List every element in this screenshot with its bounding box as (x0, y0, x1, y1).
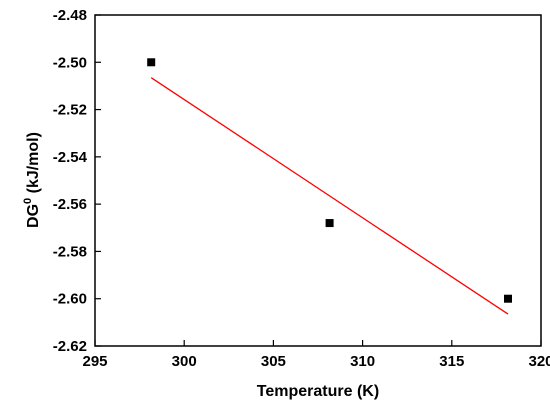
plot-frame (94, 14, 542, 347)
x-tick-label-2: 305 (261, 353, 286, 370)
series-layer (147, 58, 512, 315)
y-tick-label-1: -2.50 (53, 54, 87, 71)
data-point-2 (503, 294, 512, 303)
y-axis-title-superscript: 0 (22, 198, 34, 204)
x-tick-label-0: 295 (82, 353, 107, 370)
x-axis-ticks: 295 300 305 310 315 320 (82, 340, 550, 370)
y-tick-label-6: -2.60 (53, 291, 87, 308)
y-axis-title: DG0 (kJ/mol) (22, 132, 42, 228)
y-tick-label-7: -2.62 (53, 338, 87, 355)
x-tick-label-3: 310 (350, 353, 375, 370)
y-axis-title-main: DG (25, 204, 42, 228)
x-tick-label-1: 300 (172, 353, 197, 370)
data-point-0 (147, 58, 156, 67)
x-tick-label-5: 320 (528, 353, 550, 370)
x-axis-title: Temperature (K) (257, 383, 379, 400)
fit-line (150, 77, 509, 315)
x-tick-label-4: 315 (439, 353, 464, 370)
data-point-1 (325, 219, 334, 228)
y-tick-label-3: -2.54 (53, 149, 88, 166)
y-tick-label-2: -2.52 (53, 102, 87, 119)
y-tick-label-4: -2.56 (53, 196, 87, 213)
y-tick-label-0: -2.48 (53, 7, 87, 24)
y-axis-title-unit: (kJ/mol) (25, 132, 42, 198)
y-tick-label-5: -2.58 (53, 243, 87, 260)
y-axis-ticks: -2.48 -2.50 -2.52 -2.54 -2.56 -2.58 -2.60 -2.62 (53, 7, 101, 355)
